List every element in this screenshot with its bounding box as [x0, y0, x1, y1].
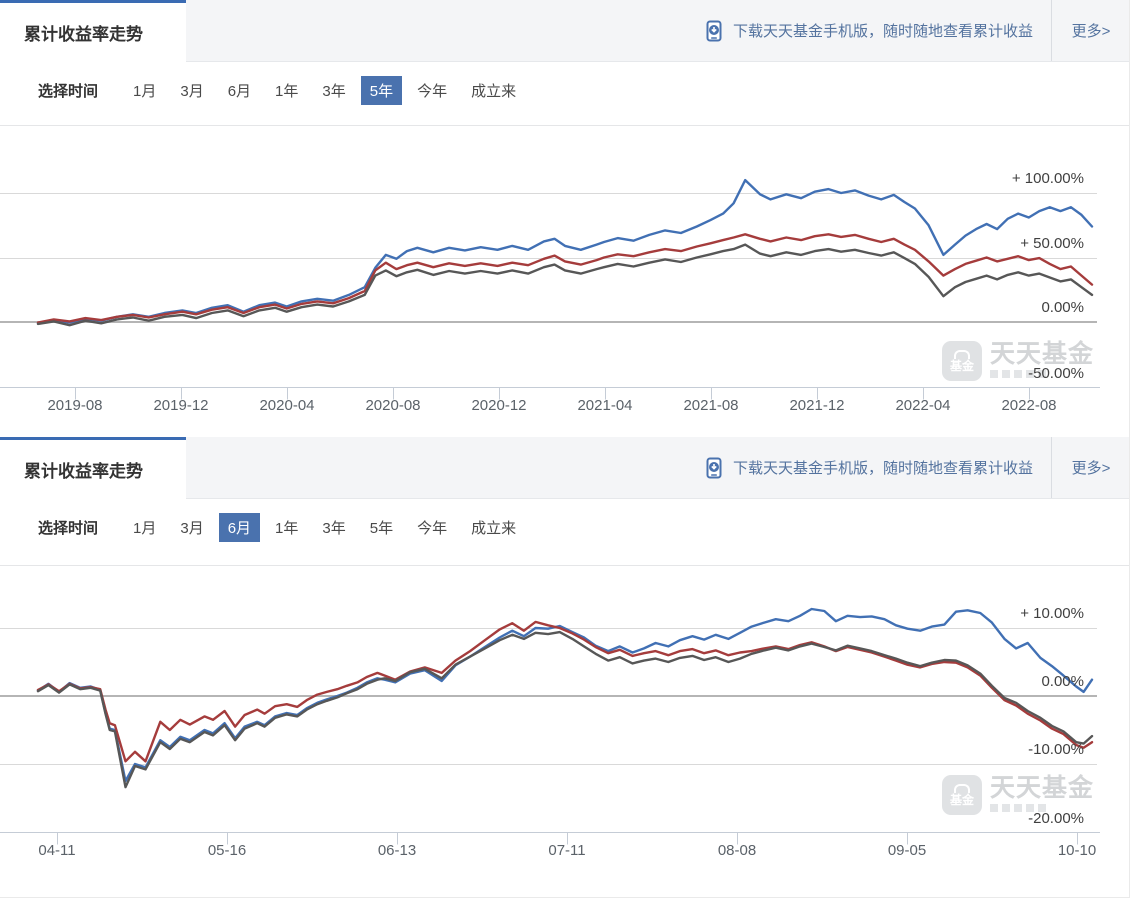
more-link[interactable]: 更多>: [1051, 0, 1129, 61]
tab-cumulative-return[interactable]: 累计收益率走势: [0, 437, 186, 499]
chart-panel-5y: 累计收益率走势 下载天天基金手机版，随时随地查看累计收益 更多> 选择时间 1月…: [0, 0, 1129, 437]
time-range-option[interactable]: 6月: [227, 82, 252, 100]
download-app-link[interactable]: 下载天天基金手机版，随时随地查看累计收益: [704, 457, 1051, 479]
time-range-options: 1月 3月 6月 1年 3年 5年 今年 成立来: [124, 512, 525, 542]
series-line-gray: [36, 630, 1094, 789]
watermark-text: 天天基金: [990, 340, 1095, 368]
y-axis-label: + 10.00%: [1020, 605, 1084, 622]
y-axis-label: -10.00%: [1028, 741, 1084, 758]
time-range-option[interactable]: 1月: [133, 519, 157, 537]
watermark-slogan: [990, 804, 1094, 812]
x-axis-label: 08-08: [717, 841, 757, 859]
download-app-text: 下载天天基金手机版，随时随地查看累计收益: [732, 23, 1033, 40]
x-axis-label: 2020-04: [259, 396, 315, 414]
phone-download-icon: [706, 457, 722, 478]
time-range-option[interactable]: 3年: [322, 519, 346, 537]
x-axis-label: 2020-08: [365, 396, 421, 414]
x-axis-label: 04-11: [38, 841, 76, 859]
x-axis-label: 05-16: [207, 841, 247, 859]
x-axis-label: 2019-12: [153, 396, 209, 414]
time-range-option[interactable]: 3年: [322, 82, 346, 100]
x-axis-label: 2021-04: [577, 396, 633, 414]
panel-header: 累计收益率走势 下载天天基金手机版，随时随地查看累计收益 更多>: [0, 437, 1129, 499]
chart-panel-6m: 累计收益率走势 下载天天基金手机版，随时随地查看累计收益 更多> 选择时间 1月…: [0, 437, 1129, 897]
x-axis-label: 2021-12: [789, 396, 845, 414]
y-axis-label: + 50.00%: [1020, 234, 1084, 252]
time-range-option[interactable]: 3月: [180, 519, 204, 537]
watermark-text: 天天基金: [990, 774, 1095, 802]
time-range-option[interactable]: 成立来: [471, 519, 517, 537]
time-range-row: 选择时间 1月 3月 6月 1年 3年 5年 今年 成立来: [0, 499, 1129, 555]
x-axis-label: 2022-04: [895, 396, 951, 414]
y-axis-label: -20.00%: [1028, 809, 1084, 827]
x-axis-label: 2019-08: [47, 396, 103, 414]
time-range-option[interactable]: 成立来: [471, 82, 517, 100]
download-app-text: 下载天天基金手机版，随时随地查看累计收益: [732, 460, 1033, 477]
x-axis-label: 2022-08: [1001, 396, 1057, 414]
series-line-blue: [36, 607, 1094, 783]
x-axis-label: 2021-08: [683, 396, 739, 414]
phone-download-icon: [706, 20, 722, 41]
time-range-option[interactable]: 1月: [133, 82, 157, 100]
y-axis-label: 0.00%: [1041, 299, 1084, 316]
time-range-option[interactable]: 1年: [275, 519, 299, 537]
time-range-option[interactable]: 今年: [417, 82, 448, 100]
time-range-option-selected[interactable]: 5年: [360, 75, 403, 105]
time-range-label: 选择时间: [38, 82, 99, 100]
series-line-red: [36, 233, 1094, 324]
x-axis-label: 10-10: [1057, 841, 1097, 859]
time-range-option[interactable]: 5年: [369, 519, 394, 537]
series-line-blue: [36, 178, 1094, 325]
time-range-label: 选择时间: [38, 519, 99, 537]
y-axis-label: -50.00%: [1028, 364, 1084, 382]
time-range-options: 1月 3月 6月 1年 3年 5年 今年 成立来: [124, 75, 525, 105]
more-link[interactable]: 更多>: [1051, 437, 1129, 498]
series-line-red: [36, 620, 1094, 763]
watermark-slogan: [990, 370, 1094, 378]
y-axis-label: + 100.00%: [1011, 170, 1084, 187]
header-right: 下载天天基金手机版，随时随地查看累计收益 更多>: [186, 0, 1129, 62]
x-axis-label: 07-11: [548, 841, 586, 859]
series-line-gray: [36, 243, 1094, 327]
time-range-option[interactable]: 今年: [417, 519, 448, 537]
watermark: 基金 天天基金: [942, 341, 1094, 381]
fund-app-icon: 基金: [942, 341, 982, 381]
x-axis-label: 09-05: [887, 841, 927, 859]
x-axis-label: 2020-12: [471, 396, 527, 414]
y-axis-label: 0.00%: [1041, 673, 1084, 690]
tab-label: 累计收益率走势: [24, 25, 143, 44]
panel-header: 累计收益率走势 下载天天基金手机版，随时随地查看累计收益 更多>: [0, 0, 1129, 62]
time-range-row: 选择时间 1月 3月 6月 1年 3年 5年 今年 成立来: [0, 62, 1129, 118]
header-right: 下载天天基金手机版，随时随地查看累计收益 更多>: [186, 437, 1129, 499]
time-range-option[interactable]: 1年: [275, 82, 299, 100]
tab-cumulative-return[interactable]: 累计收益率走势: [0, 0, 186, 62]
time-range-option[interactable]: 3月: [180, 82, 204, 100]
time-range-option-selected[interactable]: 6月: [218, 512, 261, 542]
x-axis-label: 06-13: [377, 841, 417, 859]
download-app-link[interactable]: 下载天天基金手机版，随时随地查看累计收益: [704, 20, 1051, 42]
tab-label: 累计收益率走势: [24, 462, 143, 481]
fund-app-icon: 基金: [942, 775, 982, 815]
